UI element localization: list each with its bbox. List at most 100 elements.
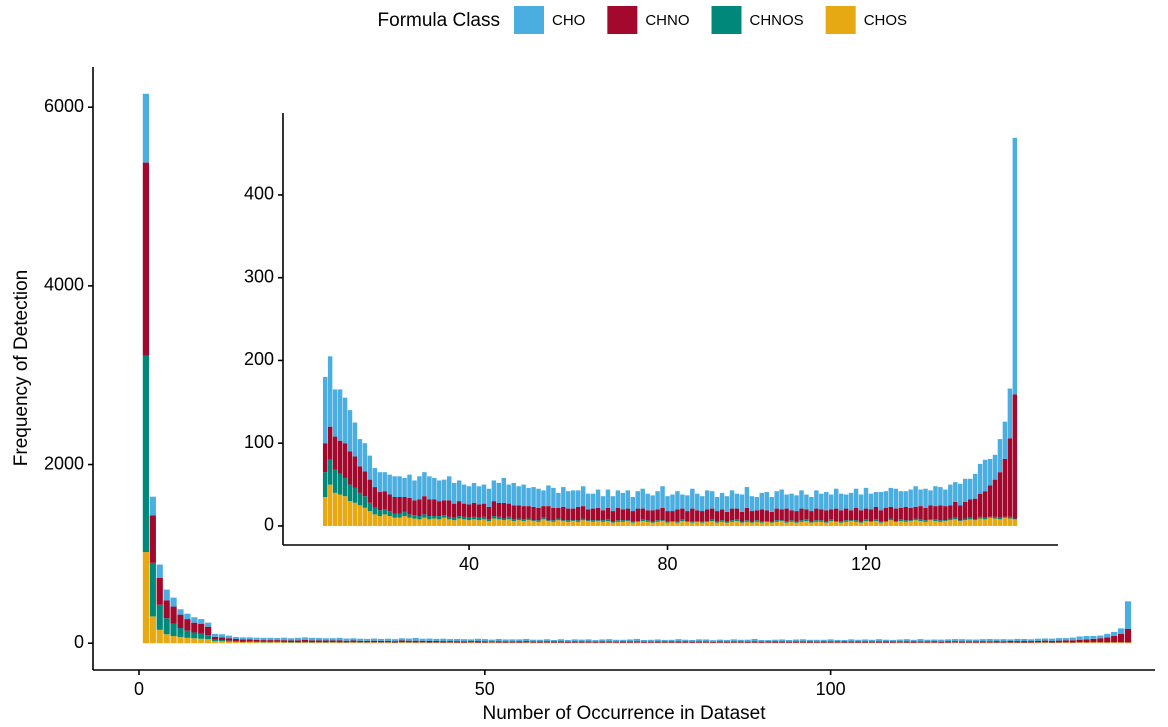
bar-segment <box>1002 458 1008 517</box>
bar-segment <box>804 509 809 520</box>
bar-segment <box>709 641 717 643</box>
bar-segment <box>372 468 378 488</box>
bar-segment <box>1007 642 1014 644</box>
bar-segment <box>868 521 874 522</box>
bar-segment <box>889 641 896 643</box>
bar-segment <box>729 490 735 509</box>
bar-segment <box>546 520 551 521</box>
bar-segment <box>566 520 571 522</box>
bar-segment <box>1111 642 1118 644</box>
bar-segment <box>819 493 824 510</box>
bar-segment <box>267 642 274 644</box>
bar-segment <box>1069 637 1076 641</box>
bar-segment <box>432 516 437 519</box>
bar-segment <box>447 641 454 643</box>
bar-segment <box>696 639 703 642</box>
bar-segment <box>665 522 670 526</box>
bar-segment <box>543 641 551 643</box>
bar-segment <box>982 519 988 526</box>
bar-segment <box>794 511 799 522</box>
bar-segment <box>211 640 219 644</box>
bar-segment <box>986 639 993 642</box>
bar-segment <box>466 486 472 505</box>
bar-segment <box>1111 631 1118 636</box>
bar-segment <box>848 639 855 642</box>
bar-segment <box>829 519 834 521</box>
bar-segment <box>814 490 819 509</box>
bar-segment <box>422 496 427 515</box>
bar-segment <box>863 519 869 521</box>
x-tick-label: 40 <box>459 554 479 574</box>
bar-segment <box>571 641 578 643</box>
bar-segment <box>613 639 620 642</box>
bar-segment <box>958 639 966 642</box>
bar-segment <box>997 517 1003 520</box>
bar-segment <box>163 589 170 601</box>
bar-segment <box>516 518 521 521</box>
bar-segment <box>863 487 869 509</box>
bar-segment <box>575 520 581 522</box>
bar-segment <box>357 638 364 641</box>
bar-segment <box>744 641 751 643</box>
bar-segment <box>769 497 774 512</box>
bar-segment <box>461 484 467 504</box>
bar-segment <box>511 521 516 526</box>
bar-segment <box>1083 639 1090 643</box>
bar-segment <box>841 641 848 643</box>
bar-segment <box>471 482 477 503</box>
bar-segment <box>739 521 745 523</box>
bar-segment <box>613 641 620 643</box>
bar-segment <box>853 521 859 526</box>
bar-segment <box>709 521 715 526</box>
bar-segment <box>650 522 655 526</box>
bar-segment <box>868 521 874 526</box>
legend-label: CHNO <box>645 12 689 29</box>
bar-segment <box>571 490 576 509</box>
bar-segment <box>690 508 695 521</box>
bar-segment <box>903 639 910 642</box>
bar-segment <box>605 489 611 508</box>
bar-segment <box>908 507 913 521</box>
bar-segment <box>451 482 457 504</box>
bar-segment <box>764 521 769 526</box>
bar-segment <box>1021 639 1028 641</box>
bar-segment <box>600 496 606 511</box>
bar-segment <box>910 639 917 642</box>
bar-segment <box>809 521 814 523</box>
bar-segment <box>551 487 556 508</box>
bar-segment <box>211 633 219 637</box>
bar-segment <box>239 642 246 644</box>
bar-segment <box>561 487 566 507</box>
bar-segment <box>665 511 670 521</box>
bar-segment <box>931 639 938 642</box>
bar-segment <box>754 497 760 511</box>
bar-segment <box>1062 640 1069 643</box>
bar-segment <box>898 507 903 520</box>
legend-swatch <box>607 6 638 34</box>
bar-segment <box>758 639 765 642</box>
bar-segment <box>432 499 437 517</box>
bar-segment <box>690 488 695 509</box>
bar-segment <box>516 505 521 519</box>
bar-segment <box>481 641 488 643</box>
bar-segment <box>580 506 586 519</box>
bar-segment <box>1048 640 1056 643</box>
bar-segment <box>714 522 720 526</box>
bar-segment <box>332 389 338 437</box>
bar-segment <box>759 492 765 510</box>
bar-segment <box>695 521 700 522</box>
bar-segment <box>635 521 640 522</box>
bar-segment <box>938 521 943 526</box>
bar-segment <box>633 642 641 644</box>
bar-segment <box>412 500 417 516</box>
bar-segment <box>759 521 765 523</box>
bar-segment <box>281 642 288 644</box>
bar-segment <box>466 517 472 521</box>
bar-segment <box>495 639 502 642</box>
bar-segment <box>585 639 592 642</box>
bar-segment <box>625 520 631 521</box>
y-axis-title: Frequency of Detection <box>11 270 32 466</box>
bar-segment <box>654 641 661 643</box>
bar-segment <box>417 516 422 520</box>
bar-segment <box>476 517 482 521</box>
